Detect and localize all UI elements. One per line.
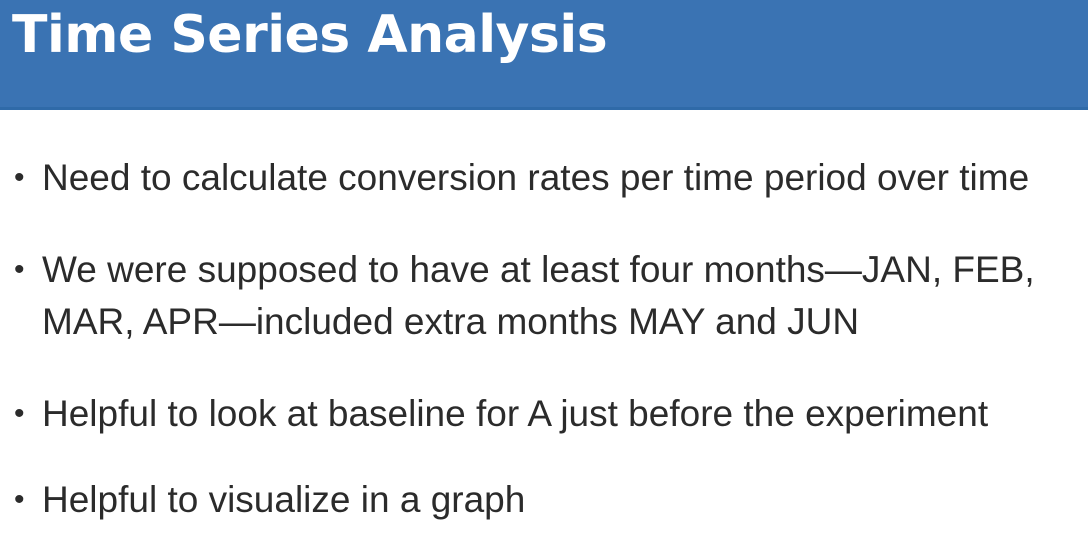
title-bar: Time Series Analysis [0,0,1088,110]
bullet-dot-icon: • [14,253,25,286]
bullet-text: Helpful to visualize in a graph [42,479,526,520]
bullet-item: • Helpful to visualize in a graph [14,474,1084,526]
bullet-dot-icon: • [14,161,25,194]
bullet-item: • Helpful to look at baseline for A just… [14,388,1084,440]
bullet-dot-icon: • [14,483,25,516]
bullet-item: • We were supposed to have at least four… [14,244,1084,348]
bullet-item: • Need to calculate conversion rates per… [14,152,1084,204]
bullet-text: We were supposed to have at least four m… [42,249,1035,290]
bullet-text: Helpful to look at baseline for A just b… [42,393,989,434]
bullet-text-continued: MAR, APR—included extra months MAY and J… [42,301,860,342]
bullet-text: Need to calculate conversion rates per t… [42,157,1030,198]
slide-title: Time Series Analysis [12,5,608,65]
bullet-dot-icon: • [14,397,25,430]
